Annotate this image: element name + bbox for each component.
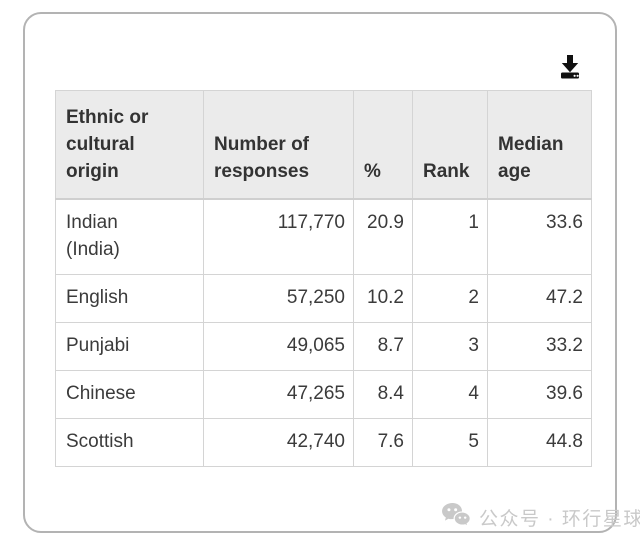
table-body: Indian (India) 117,770 20.9 1 33.6 English 57,… [55,198,592,467]
column-header: % [353,89,413,200]
table-row: Scottish 42,740 7.6 5 44.8 [55,417,592,467]
table-header: Ethnic or cultural origin Number of respo… [55,89,592,200]
table-row: English 57,250 10.2 2 47.2 [55,273,592,323]
value-cell: 8.7 [353,321,413,371]
value-cell: 47,265 [203,369,354,419]
value-cell: 47.2 [487,273,592,323]
download-icon [556,55,584,83]
value-cell: 49,065 [203,321,354,371]
column-header: Ethnic or cultural origin [55,89,204,200]
value-cell: 8.4 [353,369,413,419]
value-cell: 7.6 [353,417,413,467]
ethnic-origin-table: Ethnic or cultural origin Number of respo… [55,89,592,467]
value-cell: 117,770 [203,198,354,275]
origin-cell: Chinese [55,369,204,419]
table-row: Indian (India) 117,770 20.9 1 33.6 [55,198,592,275]
origin-cell: English [55,273,204,323]
value-cell: 39.6 [487,369,592,419]
value-cell: 1 [412,198,488,275]
value-cell: 5 [412,417,488,467]
origin-cell: Indian (India) [55,198,204,275]
header-row: Ethnic or cultural origin Number of respo… [55,89,592,200]
value-cell: 10.2 [353,273,413,323]
column-header: Rank [412,89,488,200]
column-header: Median age [487,89,592,200]
column-header: Number of responses [203,89,354,200]
value-cell: 44.8 [487,417,592,467]
value-cell: 2 [412,273,488,323]
value-cell: 42,740 [203,417,354,467]
table-row: Punjabi 49,065 8.7 3 33.2 [55,321,592,371]
origin-cell: Scottish [55,417,204,467]
origin-cell: Punjabi [55,321,204,371]
value-cell: 57,250 [203,273,354,323]
table-row: Chinese 47,265 8.4 4 39.6 [55,369,592,419]
value-cell: 4 [412,369,488,419]
wechat-icon [441,501,471,533]
watermark: 公众号 · 环行星球 [441,501,640,533]
table-card: Ethnic or cultural origin Number of respo… [23,12,617,533]
download-button[interactable] [555,52,585,82]
watermark-text: 公众号 · 环行星球 [479,508,640,530]
value-cell: 20.9 [353,198,413,275]
value-cell: 33.2 [487,321,592,371]
value-cell: 3 [412,321,488,371]
value-cell: 33.6 [487,198,592,275]
